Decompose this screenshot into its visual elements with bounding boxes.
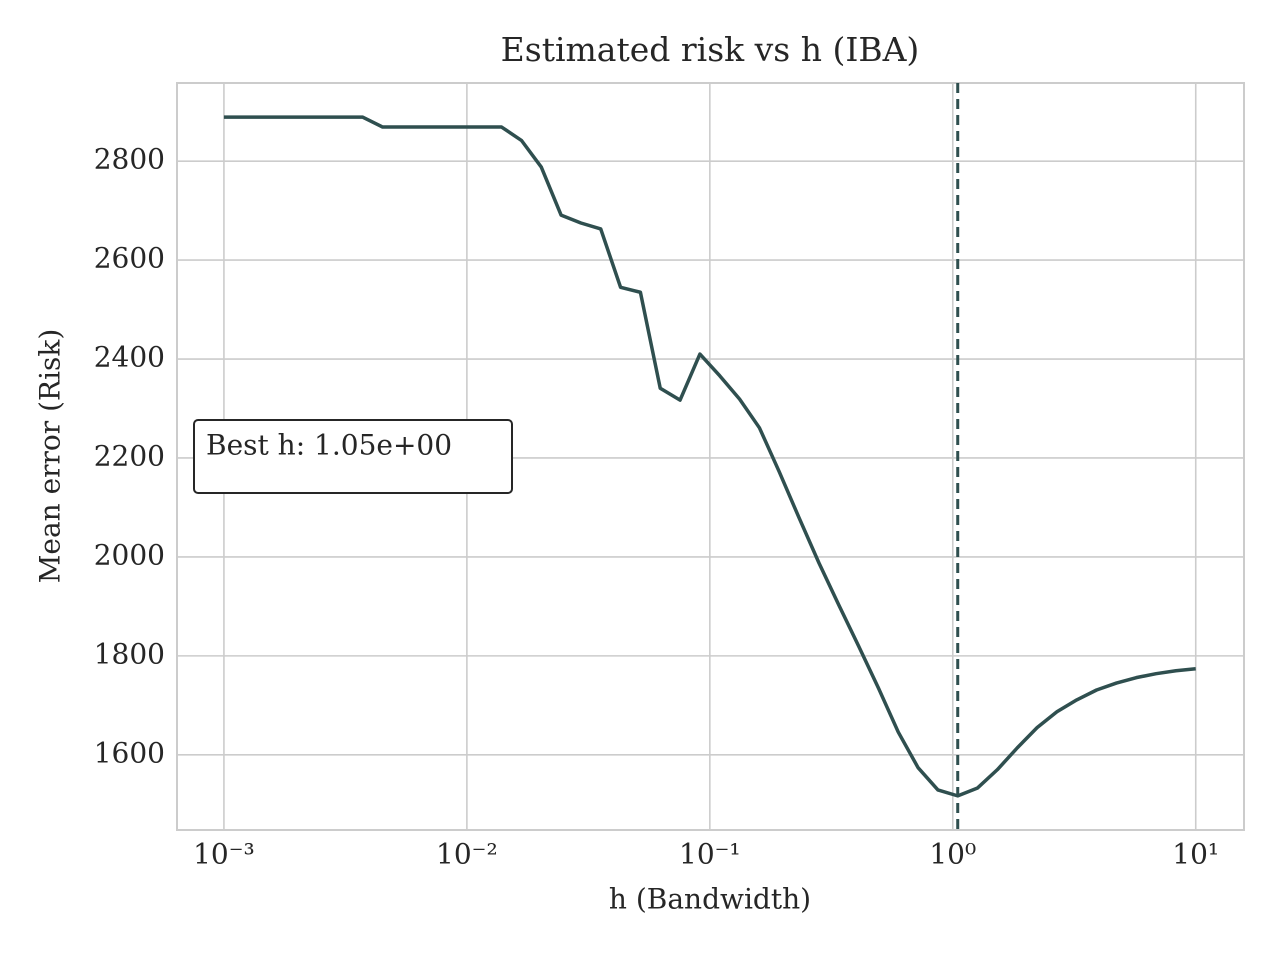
y-tick-label: 2400 (94, 341, 165, 374)
annotation-box (193, 419, 513, 494)
x-tick-label: 10⁻¹ (679, 838, 741, 871)
x-tick-label: 10⁻² (436, 838, 498, 871)
y-tick-label: 2600 (94, 242, 165, 275)
data-line (223, 115, 1196, 798)
x-tick-label: 10⁻³ (193, 838, 255, 871)
y-tick-label: 1600 (94, 736, 165, 769)
annotation-text: Best h: 1.05e+00 (206, 429, 452, 462)
y-tick-label: 2200 (94, 439, 165, 472)
y-tick-label: 1800 (94, 637, 165, 670)
y-tick-label: 2800 (94, 143, 165, 176)
y-axis-label: Mean error (Risk) (34, 329, 67, 584)
y-tick-label: 2000 (94, 538, 165, 571)
chart-title: Estimated risk vs h (IBA) (501, 30, 920, 69)
x-tick-label: 10¹ (1172, 838, 1219, 871)
x-tick-label: 10⁰ (929, 838, 976, 871)
plot-frame (176, 82, 1245, 831)
x-axis-label: h (Bandwidth) (609, 883, 811, 916)
